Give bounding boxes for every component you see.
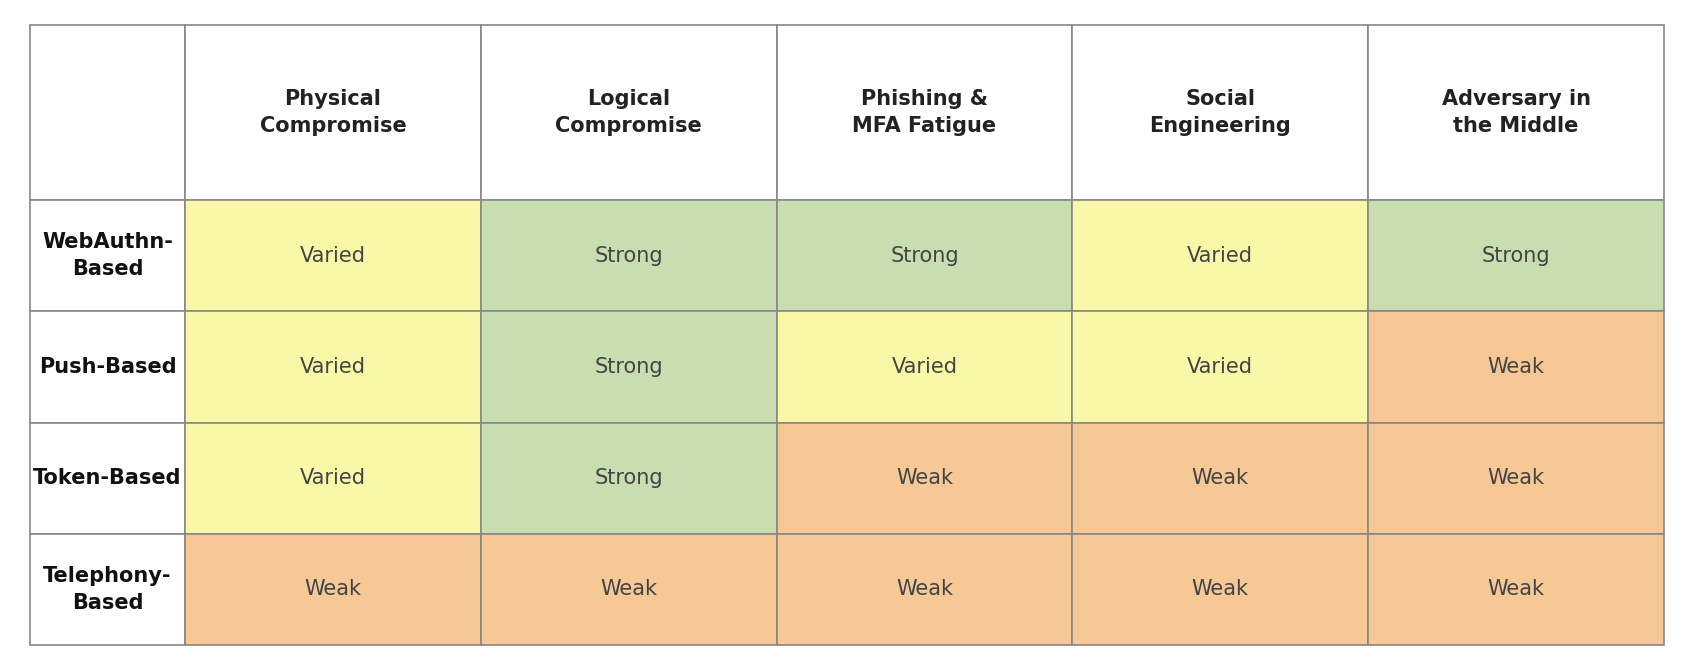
Text: Weak: Weak <box>1487 468 1545 488</box>
Text: Strong: Strong <box>595 468 662 488</box>
Text: Strong: Strong <box>595 246 662 265</box>
Bar <box>1369 312 1664 423</box>
Bar <box>1072 423 1369 534</box>
Text: Strong: Strong <box>889 246 959 265</box>
Text: Varied: Varied <box>891 357 957 377</box>
Text: Strong: Strong <box>595 357 662 377</box>
Bar <box>1072 312 1369 423</box>
Bar <box>185 534 481 645</box>
Text: Varied: Varied <box>300 468 366 488</box>
Text: Weak: Weak <box>1487 357 1545 377</box>
Text: Adversary in
the Middle: Adversary in the Middle <box>1442 89 1591 136</box>
Text: Token-Based: Token-Based <box>34 468 181 488</box>
Text: Weak: Weak <box>600 580 657 600</box>
Text: Telephony-
Based: Telephony- Based <box>44 566 171 612</box>
Text: Phishing &
MFA Fatigue: Phishing & MFA Fatigue <box>852 89 996 136</box>
Text: Varied: Varied <box>1187 357 1254 377</box>
Bar <box>30 312 185 423</box>
Bar <box>776 312 1072 423</box>
Bar <box>1369 25 1664 200</box>
Text: WebAuthn-
Based: WebAuthn- Based <box>42 232 173 279</box>
Bar <box>776 25 1072 200</box>
Bar <box>1072 200 1369 312</box>
Bar <box>481 423 776 534</box>
Bar <box>30 534 185 645</box>
Bar <box>30 200 185 312</box>
Bar <box>1369 200 1664 312</box>
Bar <box>776 534 1072 645</box>
Text: Weak: Weak <box>896 580 954 600</box>
Text: Weak: Weak <box>1487 580 1545 600</box>
Bar <box>481 534 776 645</box>
Bar <box>481 312 776 423</box>
Text: Weak: Weak <box>305 580 361 600</box>
Text: Weak: Weak <box>1193 580 1248 600</box>
Bar <box>30 25 185 200</box>
Bar <box>776 423 1072 534</box>
Text: Weak: Weak <box>1193 468 1248 488</box>
Bar <box>481 200 776 312</box>
Bar <box>185 25 481 200</box>
Text: Social
Engineering: Social Engineering <box>1150 89 1291 136</box>
Bar <box>1369 423 1664 534</box>
Text: Logical
Compromise: Logical Compromise <box>556 89 701 136</box>
Bar <box>1369 534 1664 645</box>
Text: Push-Based: Push-Based <box>39 357 176 377</box>
Text: Physical
Compromise: Physical Compromise <box>259 89 407 136</box>
Bar <box>185 423 481 534</box>
Bar <box>30 423 185 534</box>
Bar <box>185 312 481 423</box>
Text: Weak: Weak <box>896 468 954 488</box>
Text: Varied: Varied <box>300 246 366 265</box>
Text: Varied: Varied <box>300 357 366 377</box>
Bar <box>481 25 776 200</box>
Text: Strong: Strong <box>1482 246 1550 265</box>
Bar <box>185 200 481 312</box>
Bar <box>776 200 1072 312</box>
Bar <box>1072 25 1369 200</box>
Bar <box>1072 534 1369 645</box>
Text: Varied: Varied <box>1187 246 1254 265</box>
